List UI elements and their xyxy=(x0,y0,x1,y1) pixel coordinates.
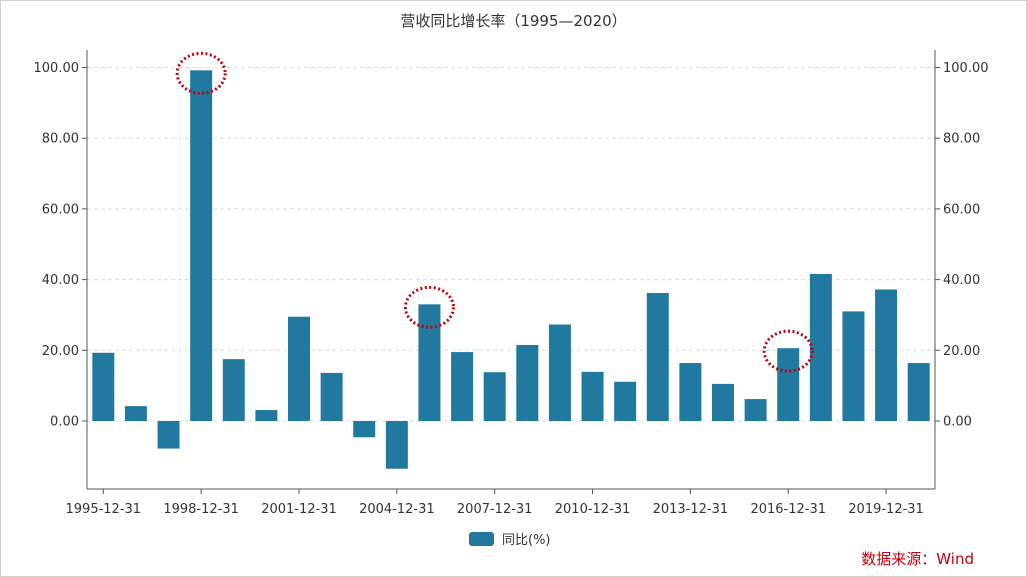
y-tick-label-left: 0.00 xyxy=(50,415,79,430)
bars xyxy=(92,70,930,469)
x-tick-label: 2001-12-31 xyxy=(261,502,337,517)
bar xyxy=(190,70,213,421)
x-tick-label: 2010-12-31 xyxy=(555,502,631,517)
y-tick-label-left: 20.00 xyxy=(42,344,79,359)
y-tick-label-right: 40.00 xyxy=(943,273,980,288)
legend: 同比(%) xyxy=(469,529,551,548)
y-tick-label-left: 40.00 xyxy=(42,273,79,288)
y-tick-label-right: 20.00 xyxy=(943,344,980,359)
bar xyxy=(581,371,604,421)
bar xyxy=(646,293,669,421)
bar xyxy=(255,410,278,421)
x-tick-label: 1995-12-31 xyxy=(66,502,142,517)
x-tick-label: 2004-12-31 xyxy=(359,502,435,517)
x-tick-label: 2013-12-31 xyxy=(653,502,729,517)
x-tick-label: 2019-12-31 xyxy=(848,502,924,517)
chart-title: 营收同比增长率（1995—2020） xyxy=(400,12,627,30)
highlight-circle xyxy=(175,51,227,95)
bar xyxy=(288,316,310,421)
highlight-circle xyxy=(762,329,814,373)
bar xyxy=(809,273,832,421)
bar xyxy=(418,304,441,421)
bar xyxy=(157,421,180,449)
y-tick-label-left: 100.00 xyxy=(34,61,80,76)
bar xyxy=(353,421,376,438)
bar xyxy=(548,324,571,421)
highlight-circle xyxy=(403,285,455,329)
y-tick-label-right: 100.00 xyxy=(943,61,989,76)
tick-labels: 0.00 0.00 20.00 20.00 40.00 40.00 60.00 60.00 80… xyxy=(34,61,989,517)
legend-swatch xyxy=(469,531,494,546)
x-tick-label: 2016-12-31 xyxy=(750,502,826,517)
bar xyxy=(385,421,408,469)
x-tick-label: 1998-12-31 xyxy=(163,502,239,517)
y-tick-label-left: 60.00 xyxy=(42,202,79,217)
y-tick-label-right: 60.00 xyxy=(943,202,980,217)
highlight-circles xyxy=(175,51,814,373)
y-tick-label-right: 0.00 xyxy=(943,415,972,430)
bar xyxy=(222,359,245,421)
bar xyxy=(451,352,474,421)
bar xyxy=(614,381,637,421)
source-note: 数据来源：Wind xyxy=(861,550,974,568)
bar xyxy=(124,406,147,421)
bar xyxy=(516,344,539,421)
y-tick-label-right: 80.00 xyxy=(943,132,980,147)
x-tick-label: 2007-12-31 xyxy=(457,502,533,517)
bar xyxy=(712,383,734,421)
bar xyxy=(320,372,343,421)
bar xyxy=(777,348,800,421)
bar xyxy=(744,399,767,421)
axes xyxy=(82,50,940,494)
legend-label: 同比(%) xyxy=(502,533,551,548)
y-tick-label-left: 80.00 xyxy=(42,132,79,147)
grid-lines xyxy=(87,67,935,422)
bar xyxy=(483,372,506,421)
bar xyxy=(842,311,865,421)
bar xyxy=(875,289,898,421)
bar xyxy=(92,352,115,421)
bar xyxy=(907,363,930,421)
bar xyxy=(679,363,702,421)
